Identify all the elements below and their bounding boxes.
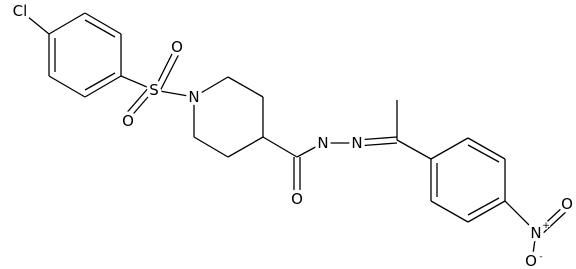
- atom-label: O: [122, 112, 134, 130]
- atom-label: N: [317, 134, 328, 152]
- atom-label: N: [530, 224, 541, 242]
- atom-label: O: [171, 38, 183, 56]
- atom-label: Cl: [13, 2, 28, 20]
- atom-label: O: [561, 195, 573, 213]
- atom-label: N: [351, 134, 362, 152]
- atom-labels: Cl S O O N O N N N + O O -: [9, 0, 576, 269]
- atom-label: O: [291, 190, 303, 208]
- atom-label: O: [525, 252, 537, 269]
- atom-charge: +: [542, 221, 550, 231]
- atom-charge: -: [539, 252, 542, 262]
- atom-label: S: [149, 81, 159, 99]
- atom-label: N: [188, 88, 199, 106]
- bonds: [21, 11, 569, 262]
